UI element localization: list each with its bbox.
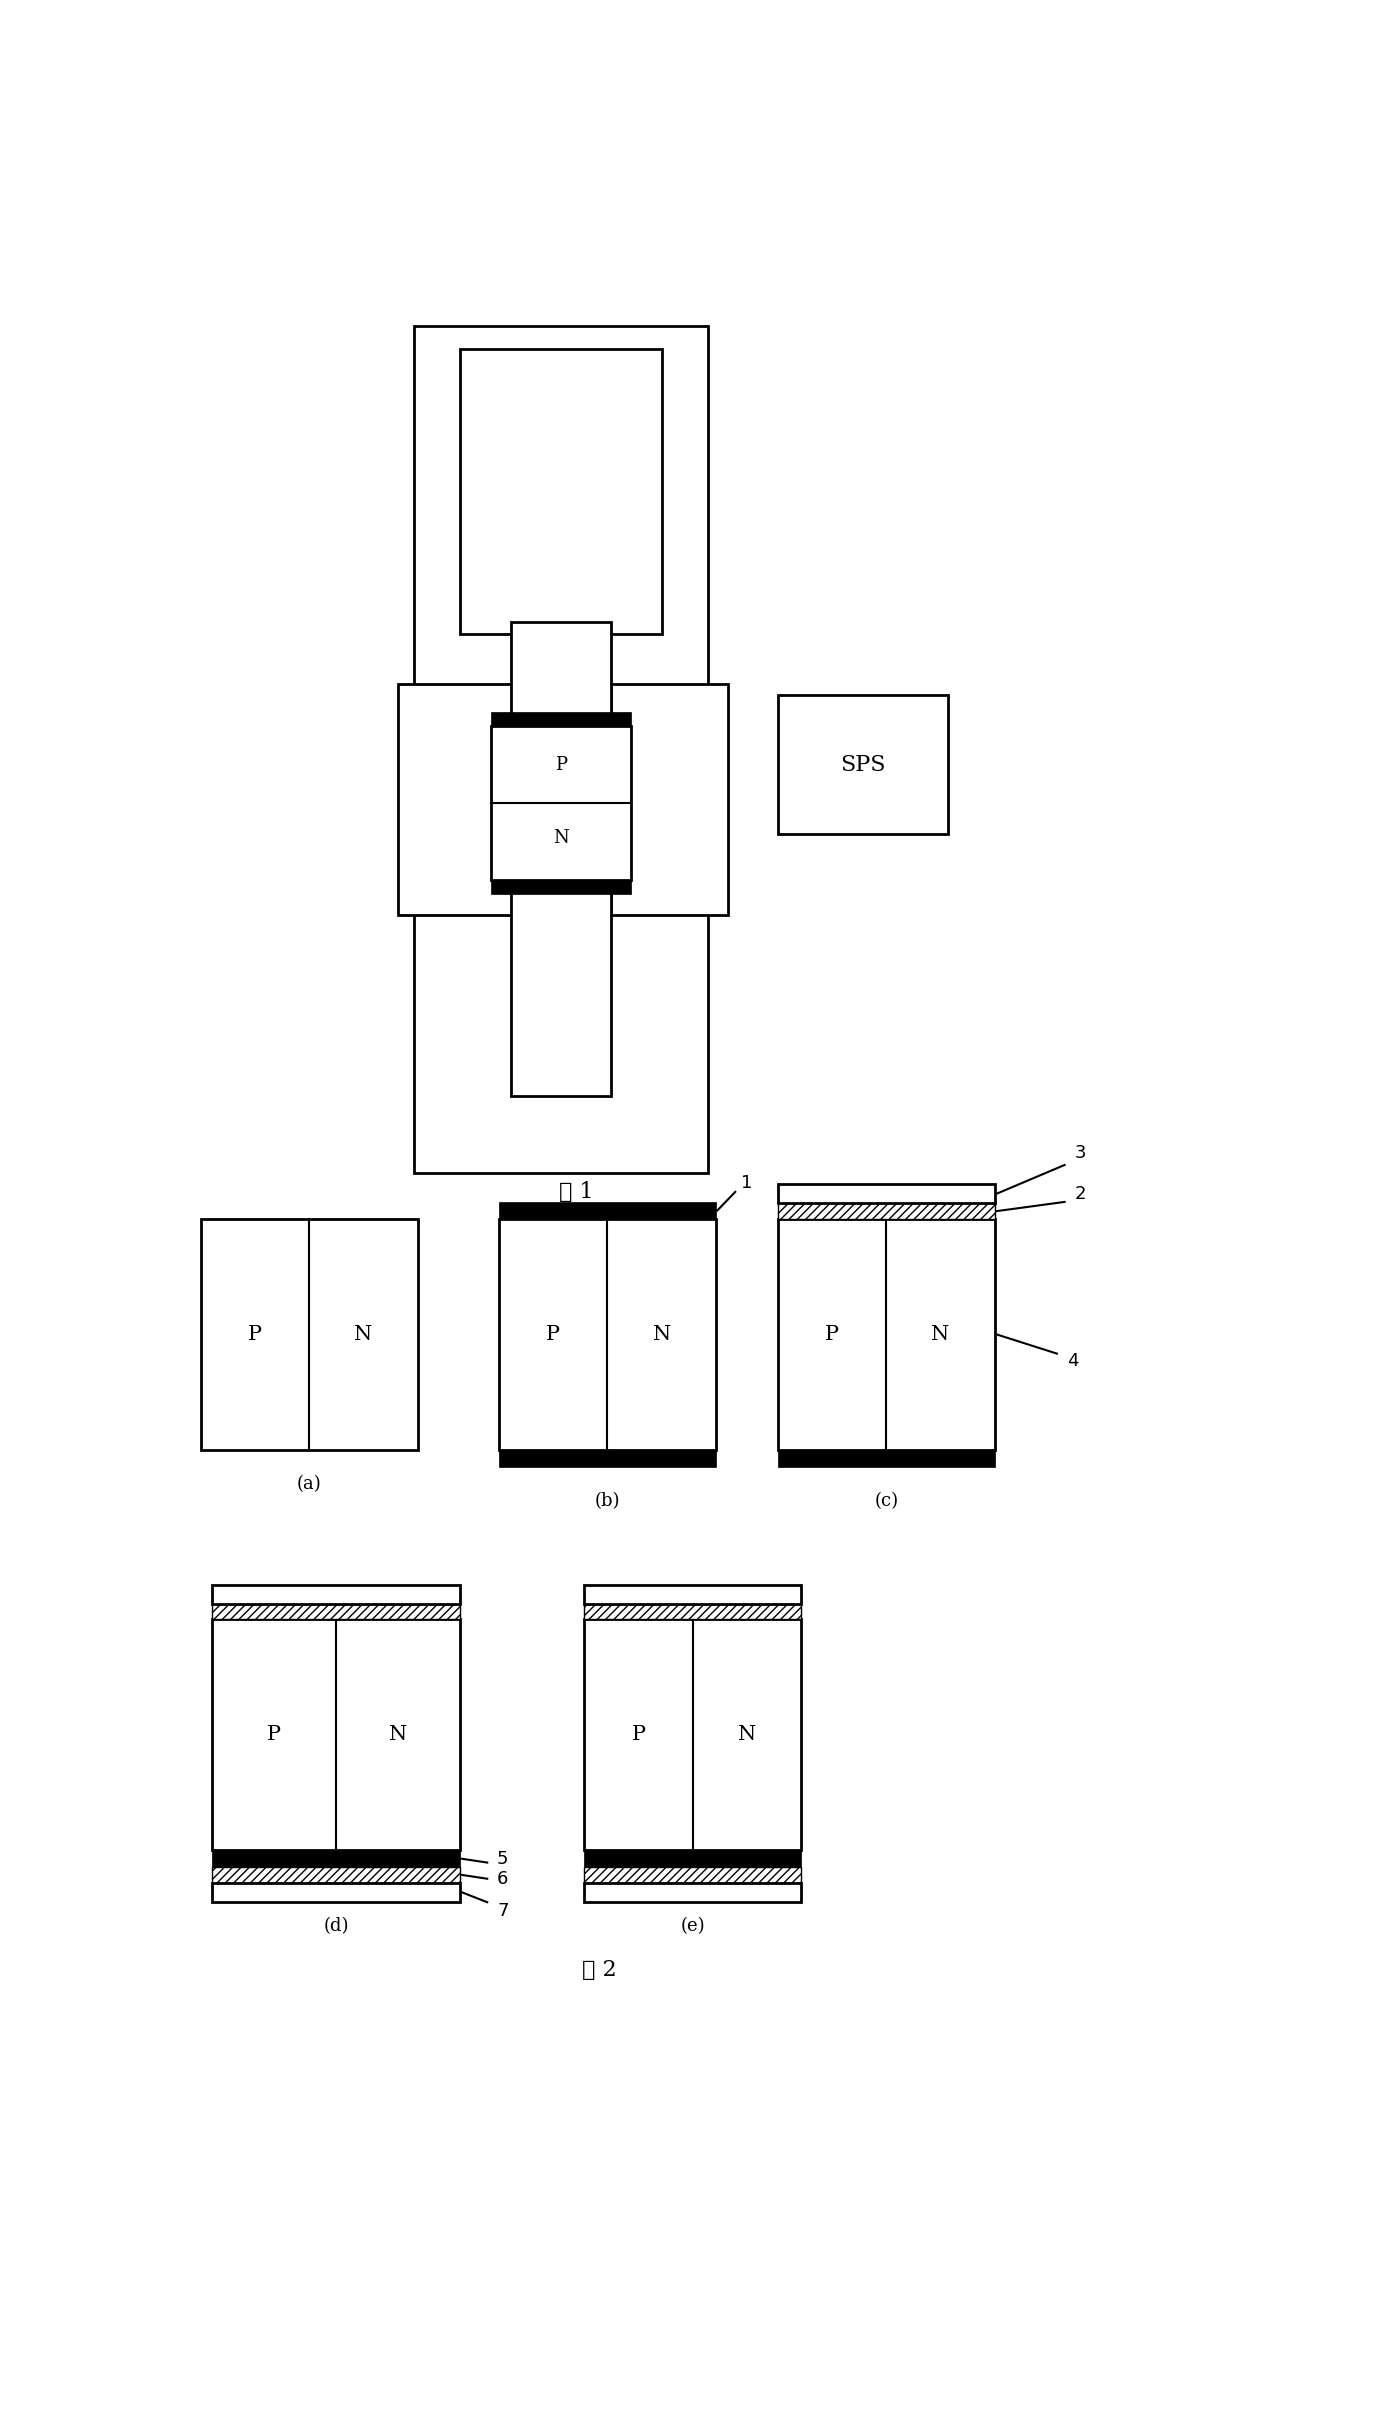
Text: 图 1: 图 1 <box>559 1181 594 1203</box>
Bar <box>212 1882 460 1901</box>
Bar <box>584 1850 802 1867</box>
Bar <box>201 1220 417 1450</box>
Bar <box>778 696 949 834</box>
Bar <box>212 1867 460 1882</box>
Bar <box>778 1220 994 1450</box>
Text: (e): (e) <box>680 1918 705 1935</box>
Text: (a): (a) <box>297 1474 322 1494</box>
Text: P: P <box>546 1324 560 1343</box>
Text: 2: 2 <box>1075 1186 1086 1203</box>
Bar <box>584 1867 802 1882</box>
Text: P: P <box>825 1324 839 1343</box>
Text: (b): (b) <box>595 1491 620 1511</box>
Text: N: N <box>738 1724 756 1744</box>
Bar <box>778 1203 994 1220</box>
Text: P: P <box>555 757 567 774</box>
Text: 1: 1 <box>741 1174 753 1191</box>
Text: P: P <box>268 1724 282 1744</box>
Bar <box>398 684 515 914</box>
Bar <box>212 1620 460 1850</box>
Bar <box>460 349 662 633</box>
Bar <box>499 1450 716 1467</box>
Text: N: N <box>932 1324 950 1343</box>
Bar <box>778 1450 994 1467</box>
Text: N: N <box>354 1324 372 1343</box>
Bar <box>499 1220 716 1450</box>
Text: 图 2: 图 2 <box>583 1959 617 1981</box>
Bar <box>413 325 709 1174</box>
Bar <box>212 1603 460 1620</box>
Text: N: N <box>553 829 569 846</box>
Bar <box>510 623 612 730</box>
Bar <box>499 1203 716 1220</box>
Text: 6: 6 <box>497 1870 509 1887</box>
Text: 7: 7 <box>497 1904 509 1921</box>
Text: 4: 4 <box>1067 1353 1078 1370</box>
Bar <box>584 1603 802 1620</box>
Bar <box>584 1620 802 1850</box>
Text: N: N <box>652 1324 671 1343</box>
Text: N: N <box>388 1724 408 1744</box>
Bar <box>612 684 728 914</box>
Text: 3: 3 <box>1075 1145 1086 1162</box>
Text: (d): (d) <box>323 1918 350 1935</box>
Bar <box>584 1584 802 1603</box>
Bar <box>510 880 612 1096</box>
Bar <box>584 1882 802 1901</box>
Bar <box>491 880 631 895</box>
Bar <box>212 1850 460 1867</box>
Bar <box>778 1183 994 1203</box>
Bar <box>212 1584 460 1603</box>
Bar <box>491 725 631 880</box>
Text: P: P <box>631 1724 645 1744</box>
Text: (c): (c) <box>874 1491 899 1511</box>
Bar <box>491 713 631 725</box>
Text: P: P <box>248 1324 262 1343</box>
Text: SPS: SPS <box>841 754 886 776</box>
Text: 5: 5 <box>497 1850 509 1867</box>
